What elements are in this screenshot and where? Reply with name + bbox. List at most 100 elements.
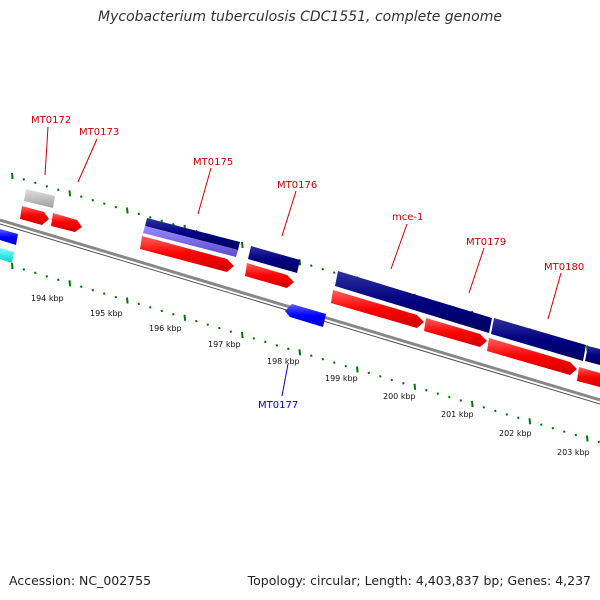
major-tick [413,383,417,390]
major-tick [241,241,244,249]
reverse-gene-arrow[interactable] [0,229,18,245]
cds-block[interactable] [335,271,492,333]
minor-tick [91,288,95,292]
cds-block-light[interactable] [143,226,238,257]
gene-label-mt0173[interactable]: MT0173 [79,127,119,138]
minor-tick [482,406,486,409]
minor-tick [137,302,141,306]
minor-tick [448,395,451,399]
minor-tick [103,292,106,295]
gene-label-mt0180[interactable]: MT0180 [544,262,584,273]
minor-tick [22,268,26,271]
major-tick [68,280,72,287]
forward-gene-arrow[interactable] [140,236,234,272]
minor-tick [321,267,325,271]
forward-gene-arrow[interactable] [424,318,487,347]
topology-text: Topology: circular; Length: 4,403,837 bp… [247,573,591,588]
leader-line [390,223,408,270]
major-tick [11,172,14,180]
minor-tick [149,216,152,219]
minor-tick [80,195,83,198]
major-tick [11,262,14,270]
minor-tick [494,409,497,413]
leader-line [77,138,98,183]
minor-tick [91,198,95,202]
minor-tick [333,271,336,274]
scale-label: 202 kbp [499,429,532,438]
cds-block[interactable] [585,346,600,365]
minor-tick [344,364,348,368]
reverse-gene-arrow[interactable] [285,304,326,327]
leader-line [281,363,289,397]
cds-block[interactable] [491,318,586,361]
forward-gene-arrow[interactable] [51,213,82,232]
gene-label-mt0175[interactable]: MT0175 [193,157,233,168]
minor-tick [563,430,566,433]
leader-line [197,167,212,215]
minor-tick [333,361,336,364]
scale-label: 200 kbp [383,392,416,401]
minor-tick [379,375,382,378]
minor-tick [114,295,118,299]
minor-tick [114,205,118,209]
minor-tick [321,357,325,361]
minor-tick [436,392,440,395]
minor-tick [34,271,37,275]
minor-tick [252,337,256,340]
minor-tick [287,347,290,351]
minor-tick [517,416,520,420]
minor-tick [22,178,26,181]
cds-block[interactable] [248,246,300,273]
gene-labels: MT0172 MT0173 MT0175 MT0176 mce-1 MT0179… [31,115,584,411]
scale-label: 196 kbp [149,324,182,333]
minor-tick [229,330,233,333]
minor-tick [551,426,555,430]
minor-tick [275,344,279,347]
grey-feature-block[interactable] [24,189,55,208]
scale-label: 198 kbp [267,357,300,366]
minor-tick [80,285,83,288]
gene-label-mt0172[interactable]: MT0172 [31,115,71,126]
gene-label-mt0177[interactable]: MT0177 [258,400,298,411]
scale-label: 194 kbp [31,294,64,303]
gene-label-mt0176[interactable]: MT0176 [277,180,317,191]
gene-label-mt0179[interactable]: MT0179 [466,237,506,248]
accession-text: Accession: NC_002755 [9,573,152,588]
minor-tick [103,202,106,205]
gene-label-mce-1[interactable]: mce-1 [392,212,423,223]
major-tick [241,331,244,339]
forward-gene-arrow[interactable] [487,338,577,375]
minor-tick [310,354,313,357]
other-feature-block[interactable] [0,248,14,263]
minor-tick [367,371,371,375]
minor-tick [574,433,578,437]
major-tick [528,418,532,425]
major-tick [126,207,129,214]
major-tick [126,297,129,304]
minor-tick [34,181,37,185]
forward-gene-arrow[interactable] [245,263,294,288]
scale-labels: 194 kbp 195 kbp 196 kbp 197 kbp 198 kbp … [31,294,590,457]
forward-gene-arrow[interactable] [20,206,49,225]
minor-tick [57,188,60,192]
minor-tick [206,323,210,326]
minor-tick [264,340,267,344]
major-tick [183,314,187,321]
cds-block[interactable] [145,218,240,250]
scale-label: 201 kbp [441,410,474,419]
major-tick [356,366,359,373]
minor-tick [310,264,313,267]
minor-tick [160,309,164,313]
forward-gene-arrow[interactable] [577,367,600,387]
leader-line [281,190,297,237]
forward-gene-arrow[interactable] [331,290,424,328]
leader-line [547,272,562,320]
minor-tick [57,278,60,282]
major-tick [298,349,302,356]
minor-tick [172,313,175,316]
minor-tick [597,440,600,444]
tick-row-lower [11,262,600,444]
scale-label: 199 kbp [325,374,358,383]
minor-tick [45,275,49,278]
